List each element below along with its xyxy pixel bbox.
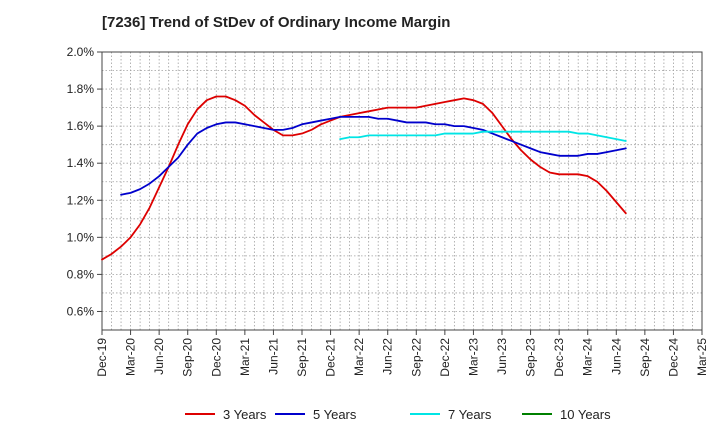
x-tick-label: Jun-20 xyxy=(152,338,166,375)
legend-item: 7 Years xyxy=(410,407,492,422)
x-tick-label: Mar-22 xyxy=(352,338,366,376)
x-tick-label: Jun-24 xyxy=(609,338,623,375)
x-tick-label: Dec-24 xyxy=(666,338,680,377)
x-tick-label: Dec-19 xyxy=(95,338,109,377)
series-line-3-years xyxy=(101,95,627,261)
y-tick-label: 0.8% xyxy=(67,267,95,281)
legend-item: 10 Years xyxy=(522,407,611,422)
x-tick-label: Mar-23 xyxy=(466,338,480,376)
x-tick-label: Dec-21 xyxy=(324,338,338,377)
x-tick-label: Dec-23 xyxy=(552,338,566,377)
y-tick-label: 2.0% xyxy=(67,45,95,59)
axes: 0.6% 0.8% 1.0% 1.2% 1.4% 1.6% 1.8% 2.0% Dec-19 Ma… xyxy=(67,45,709,377)
plot-frame xyxy=(101,51,703,331)
legend-label: 5 Years xyxy=(313,407,357,422)
x-tick-label: Mar-21 xyxy=(238,338,252,376)
grid xyxy=(102,52,702,330)
x-tick-label: Jun-23 xyxy=(495,338,509,375)
x-tick-label: Mar-20 xyxy=(124,338,138,376)
x-tick-label: Jun-22 xyxy=(381,338,395,375)
y-tick-label: 1.8% xyxy=(67,82,95,96)
series-layer xyxy=(101,95,627,261)
y-tick-label: 1.4% xyxy=(67,156,95,170)
legend-item: 5 Years xyxy=(275,407,357,422)
series-line-7-years xyxy=(339,130,627,142)
series-line-5-years xyxy=(120,115,627,196)
legend: 3 Years 5 Years 7 Years 10 Years xyxy=(185,407,611,422)
x-tick-label: Jun-21 xyxy=(266,338,280,375)
x-tick-label: Sep-21 xyxy=(295,338,309,377)
x-tick-label: Mar-24 xyxy=(581,338,595,376)
x-tick-label: Dec-22 xyxy=(438,338,452,377)
legend-label: 7 Years xyxy=(448,407,492,422)
y-tick-label: 1.0% xyxy=(67,230,95,244)
x-tick-label: Sep-22 xyxy=(409,338,423,377)
chart-title: [7236] Trend of StDev of Ordinary Income… xyxy=(102,14,451,31)
x-tick-label: Dec-20 xyxy=(209,338,223,377)
x-tick-label: Sep-24 xyxy=(638,338,652,377)
y-tick-label: 1.2% xyxy=(67,193,95,207)
x-tick-label: Mar-25 xyxy=(695,338,709,376)
y-tick-label: 0.6% xyxy=(67,304,95,318)
legend-item: 3 Years xyxy=(185,407,267,422)
x-tick-label: Sep-20 xyxy=(181,338,195,377)
x-tick-label: Sep-23 xyxy=(524,338,538,377)
legend-label: 10 Years xyxy=(560,407,611,422)
legend-label: 3 Years xyxy=(223,407,267,422)
y-tick-label: 1.6% xyxy=(67,119,95,133)
